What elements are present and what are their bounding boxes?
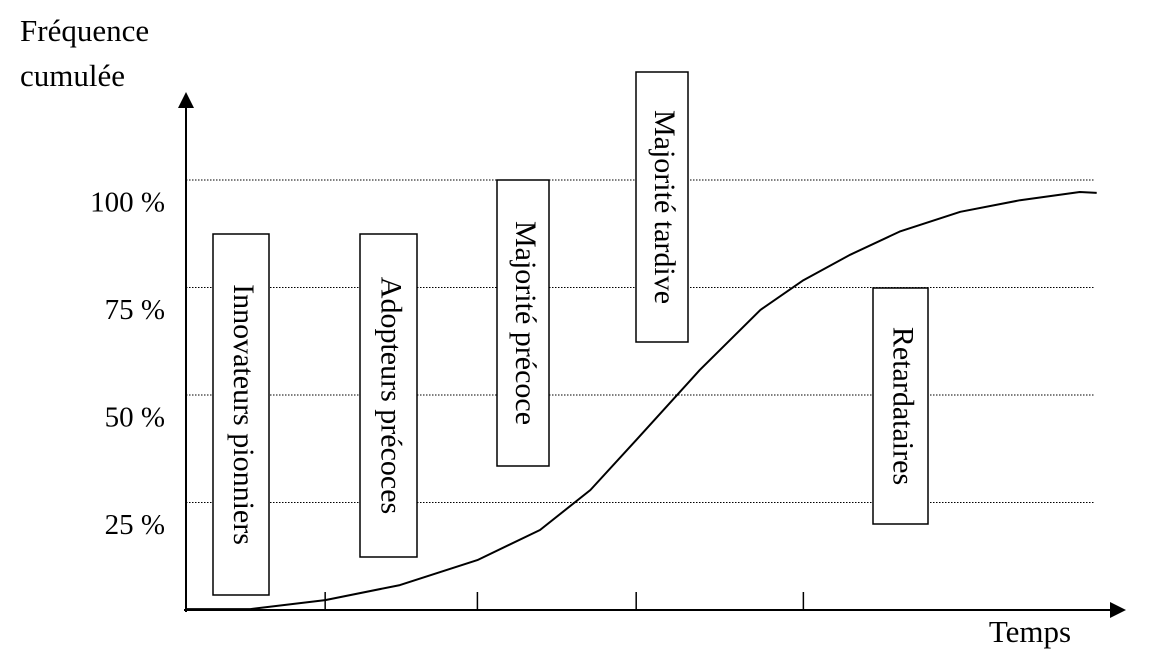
x-axis-title: Temps (989, 614, 1071, 649)
annotation: Majorité tardive (648, 110, 681, 304)
y-tick-label: 100 % (90, 187, 165, 219)
y-tick-label: 25 % (105, 509, 165, 541)
annotation: Retardataires (887, 327, 920, 485)
annotation-box (359, 233, 418, 558)
annotation-box (872, 287, 929, 525)
annotation: Majorité précoce (509, 221, 542, 425)
annotation-box (212, 233, 270, 596)
y-tick-label: 75 % (105, 294, 165, 326)
y-axis-title: Fréquence cumulée (20, 13, 150, 93)
curve (186, 191, 1097, 611)
annotation-box (496, 179, 550, 467)
annotation-box (635, 71, 689, 343)
y-tick-label: 50 % (105, 402, 165, 434)
annotation: Innovateurs pionniers (227, 284, 260, 545)
annotation: Adopteurs précoces (375, 277, 408, 514)
